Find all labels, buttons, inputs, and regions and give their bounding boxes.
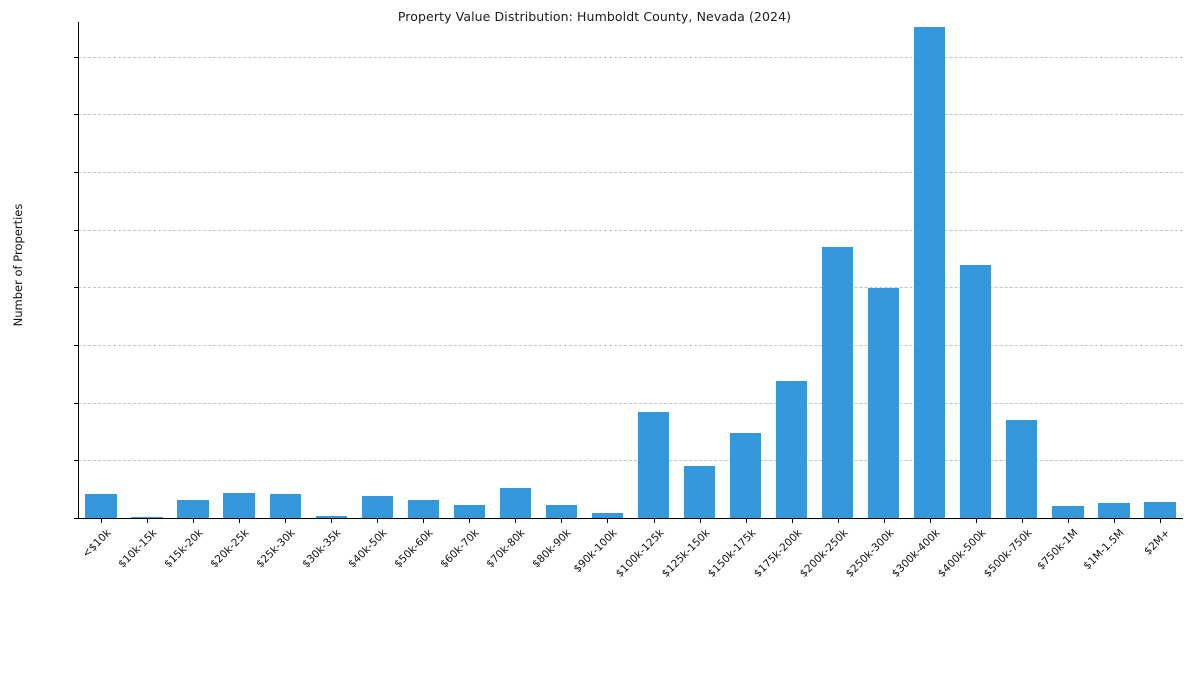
chart-title: Property Value Distribution: Humboldt Co…: [397, 9, 792, 24]
bar[interactable]: [822, 247, 854, 518]
bar[interactable]: [85, 493, 117, 518]
bar[interactable]: [453, 505, 485, 518]
gridline: [78, 229, 1183, 231]
x-tick-mark: [837, 518, 839, 523]
x-tick-mark: [699, 518, 701, 523]
bar[interactable]: [315, 516, 347, 518]
gridline: [78, 402, 1183, 404]
x-tick-mark: [101, 518, 103, 523]
bar[interactable]: [868, 288, 900, 518]
x-tick-mark: [377, 518, 379, 523]
bar[interactable]: [269, 493, 301, 518]
x-tick-mark: [1113, 518, 1115, 523]
bar[interactable]: [131, 516, 163, 518]
x-tick-mark: [1021, 518, 1023, 523]
gridline: [78, 287, 1183, 289]
gridline: [78, 344, 1183, 346]
x-axis-line: [78, 518, 1183, 519]
bar[interactable]: [1052, 506, 1084, 518]
bar[interactable]: [914, 27, 946, 518]
x-tick-mark: [791, 518, 793, 523]
x-tick-mark: [607, 518, 609, 523]
x-tick-mark: [285, 518, 287, 523]
y-tick-mark: [74, 460, 78, 462]
bar[interactable]: [177, 500, 209, 518]
gridline: [78, 56, 1183, 58]
y-tick-mark: [74, 114, 78, 116]
bar[interactable]: [1144, 502, 1176, 518]
y-tick-mark: [74, 56, 78, 58]
bar[interactable]: [775, 380, 808, 518]
y-tick-mark: [74, 171, 78, 173]
bar[interactable]: [545, 505, 578, 518]
gridline: [78, 171, 1183, 173]
y-tick-mark: [74, 518, 78, 519]
bar[interactable]: [499, 488, 532, 518]
y-tick-mark: [74, 229, 78, 231]
y-tick-mark: [74, 287, 78, 289]
bar[interactable]: [591, 513, 624, 518]
x-tick-mark: [745, 518, 747, 523]
gridlines: [78, 22, 1183, 518]
x-tick-mark: [193, 518, 195, 523]
bar[interactable]: [729, 432, 762, 518]
y-tick-mark: [74, 402, 78, 404]
x-tick-mark: [515, 518, 517, 523]
x-tick-mark: [1067, 518, 1069, 523]
x-tick-mark: [239, 518, 241, 523]
bar[interactable]: [1098, 503, 1130, 518]
y-axis-line: [78, 22, 79, 519]
bar[interactable]: [361, 496, 393, 518]
x-tick-mark: [653, 518, 655, 523]
chart-figure: Property Value Distribution: Humboldt Co…: [2, 0, 1183, 580]
gridline: [78, 114, 1183, 116]
bars-layer: [78, 22, 1183, 518]
bar[interactable]: [960, 265, 992, 518]
x-tick-mark: [331, 518, 333, 523]
x-tick-mark: [1159, 518, 1161, 523]
x-tick-mark: [561, 518, 563, 523]
plot-area: [78, 22, 1183, 518]
bar[interactable]: [1006, 419, 1038, 518]
gridline: [78, 460, 1183, 462]
x-tick-mark: [929, 518, 931, 523]
y-axis-label: Number of Properties: [11, 203, 25, 327]
bar[interactable]: [683, 466, 716, 518]
x-tick-mark: [883, 518, 885, 523]
x-tick-mark: [147, 518, 149, 523]
y-tick-mark: [74, 344, 78, 346]
x-tick-mark: [975, 518, 977, 523]
bar[interactable]: [407, 500, 439, 518]
bar[interactable]: [223, 492, 255, 518]
x-tick-mark: [423, 518, 425, 523]
bar[interactable]: [637, 411, 670, 518]
x-tick-label: <$10k: [80, 527, 114, 561]
y-axis-label-container: Number of Properties: [2, 0, 25, 540]
x-tick-mark: [469, 518, 471, 523]
